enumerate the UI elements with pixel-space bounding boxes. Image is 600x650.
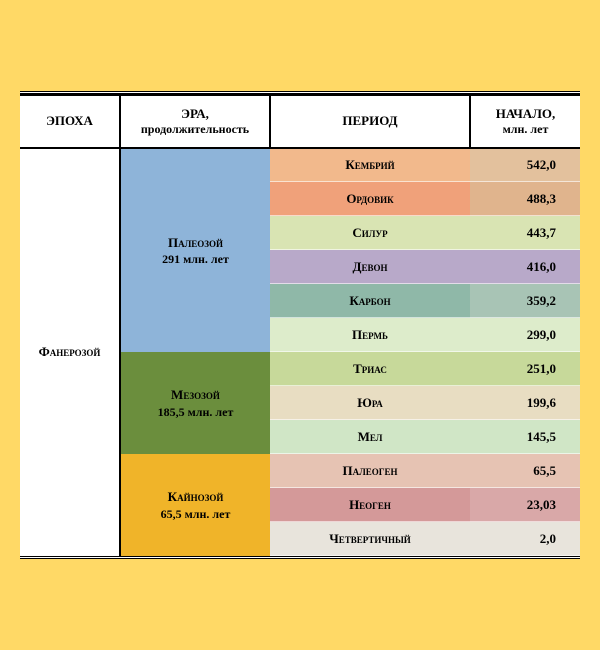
period-cell: Триас (270, 352, 470, 386)
era-cell: Палеозой291 млн. лет (120, 148, 270, 352)
header-era: ЭРА, продолжительность (120, 95, 270, 148)
period-cell: Юра (270, 386, 470, 420)
period-cell: Мел (270, 420, 470, 454)
geologic-table-frame: ЭПОХА ЭРА, продолжительность ПЕРИОД НАЧА… (20, 91, 580, 560)
era-duration: 185,5 млн. лет (121, 404, 270, 420)
start-cell: 199,6 (470, 386, 580, 420)
table-header: ЭПОХА ЭРА, продолжительность ПЕРИОД НАЧА… (20, 95, 580, 148)
start-cell: 65,5 (470, 454, 580, 488)
header-period: ПЕРИОД (270, 95, 470, 148)
start-cell: 145,5 (470, 420, 580, 454)
header-start: НАЧАЛО, млн. лет (470, 95, 580, 148)
era-name: Кайнозой (121, 488, 270, 506)
start-cell: 488,3 (470, 182, 580, 216)
period-cell: Карбон (270, 284, 470, 318)
table-row: ФанерозойПалеозой291 млн. летКембрий542,… (20, 148, 580, 182)
geologic-table: ЭПОХА ЭРА, продолжительность ПЕРИОД НАЧА… (20, 94, 580, 557)
era-duration: 65,5 млн. лет (121, 506, 270, 522)
period-cell: Девон (270, 250, 470, 284)
start-cell: 251,0 (470, 352, 580, 386)
period-cell: Силур (270, 216, 470, 250)
header-start-sub: млн. лет (475, 122, 576, 137)
era-cell: Кайнозой65,5 млн. лет (120, 454, 270, 556)
header-era-sub: продолжительность (125, 122, 265, 137)
era-name: Мезозой (121, 386, 270, 404)
epoch-cell: Фанерозой (20, 148, 120, 556)
period-cell: Палеоген (270, 454, 470, 488)
era-cell: Мезозой185,5 млн. лет (120, 352, 270, 454)
header-era-main: ЭРА, (181, 106, 209, 121)
period-cell: Кембрий (270, 148, 470, 182)
start-cell: 416,0 (470, 250, 580, 284)
period-cell: Ордовик (270, 182, 470, 216)
table-body: ФанерозойПалеозой291 млн. летКембрий542,… (20, 148, 580, 556)
header-epoch: ЭПОХА (20, 95, 120, 148)
start-cell: 23,03 (470, 488, 580, 522)
era-name: Палеозой (121, 234, 270, 252)
period-cell: Четвертичный (270, 522, 470, 556)
start-cell: 443,7 (470, 216, 580, 250)
period-cell: Неоген (270, 488, 470, 522)
start-cell: 359,2 (470, 284, 580, 318)
era-duration: 291 млн. лет (121, 251, 270, 267)
period-cell: Пермь (270, 318, 470, 352)
header-start-main: НАЧАЛО, (496, 106, 556, 121)
start-cell: 299,0 (470, 318, 580, 352)
start-cell: 2,0 (470, 522, 580, 556)
start-cell: 542,0 (470, 148, 580, 182)
